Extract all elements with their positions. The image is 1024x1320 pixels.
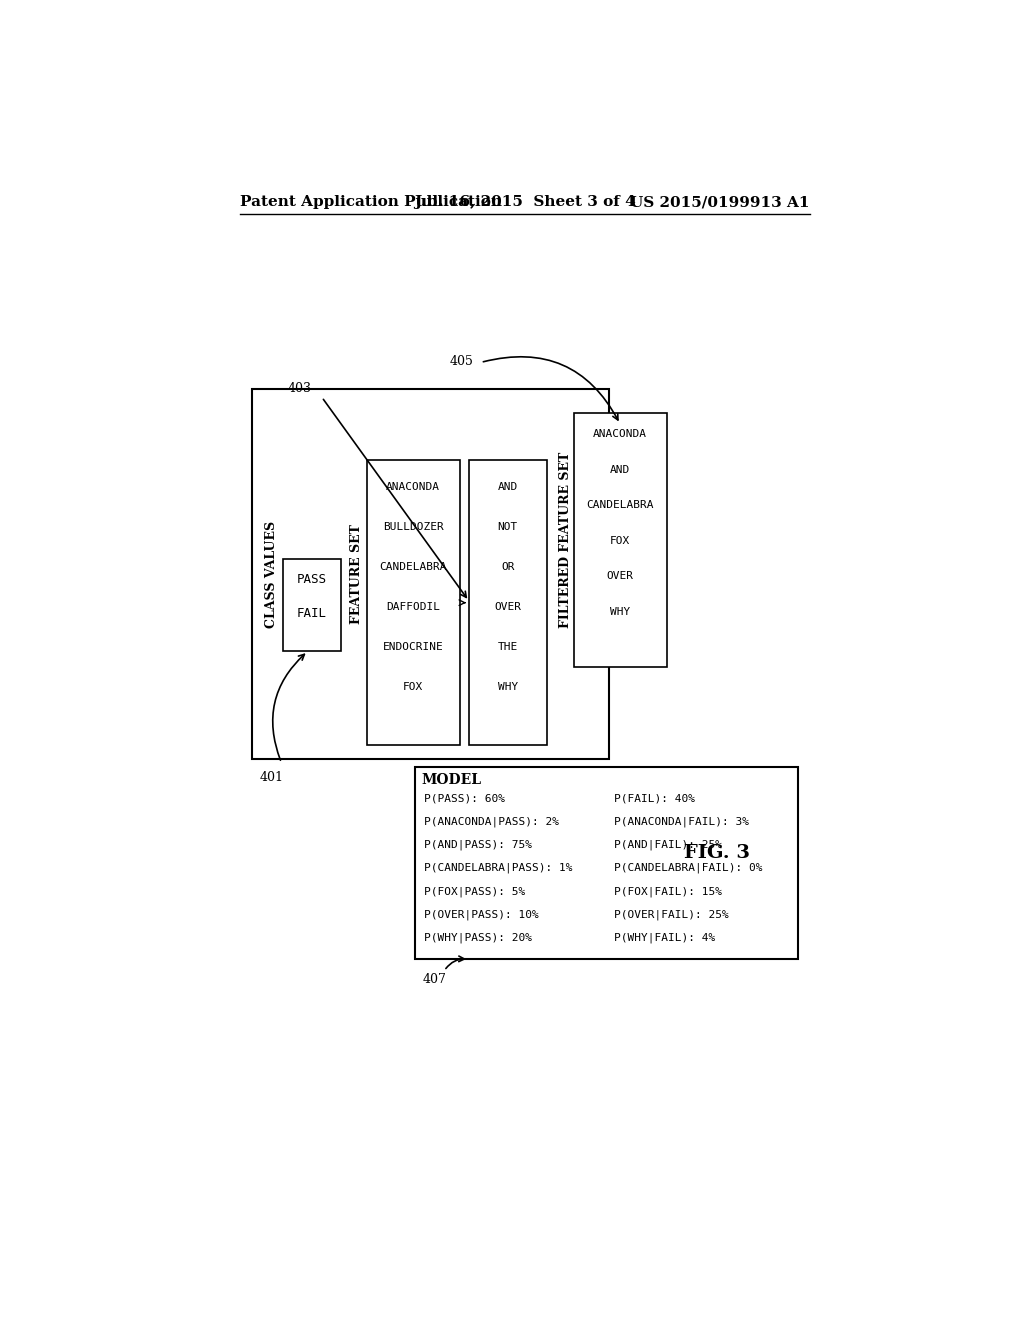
Text: P(CANDELABRA|FAIL): 0%: P(CANDELABRA|FAIL): 0% xyxy=(614,863,763,874)
Text: THE: THE xyxy=(498,642,518,652)
Text: 407: 407 xyxy=(422,973,446,986)
Bar xyxy=(283,558,341,651)
Text: Jul. 16, 2015  Sheet 3 of 4: Jul. 16, 2015 Sheet 3 of 4 xyxy=(414,195,636,210)
Text: P(FAIL): 40%: P(FAIL): 40% xyxy=(614,793,695,804)
Text: CANDELABRA: CANDELABRA xyxy=(587,500,654,511)
Text: Patent Application Publication: Patent Application Publication xyxy=(241,195,503,210)
Text: P(OVER|FAIL): 25%: P(OVER|FAIL): 25% xyxy=(614,909,729,920)
Text: US 2015/0199913 A1: US 2015/0199913 A1 xyxy=(631,195,810,210)
Text: P(ANACONDA|FAIL): 3%: P(ANACONDA|FAIL): 3% xyxy=(614,817,750,828)
Text: P(AND|FAIL): 25%: P(AND|FAIL): 25% xyxy=(614,840,722,850)
Text: WHY: WHY xyxy=(610,607,630,616)
Text: ENDOCRINE: ENDOCRINE xyxy=(383,642,443,652)
Text: P(CANDELABRA|PASS): 1%: P(CANDELABRA|PASS): 1% xyxy=(424,863,572,874)
Bar xyxy=(367,461,460,744)
Text: CANDELABRA: CANDELABRA xyxy=(380,562,446,572)
Text: P(WHY|PASS): 20%: P(WHY|PASS): 20% xyxy=(424,932,532,942)
Text: ANACONDA: ANACONDA xyxy=(386,482,440,492)
Text: PASS: PASS xyxy=(297,573,327,586)
Text: DAFFODIL: DAFFODIL xyxy=(386,602,440,612)
Text: 401: 401 xyxy=(259,771,284,784)
Text: P(PASS): 60%: P(PASS): 60% xyxy=(424,793,505,804)
Text: FOX: FOX xyxy=(610,536,630,545)
Text: BULLDOZER: BULLDOZER xyxy=(383,521,443,532)
Text: WHY: WHY xyxy=(498,682,518,692)
Bar xyxy=(469,461,547,744)
Text: FILTERED FEATURE SET: FILTERED FEATURE SET xyxy=(559,451,572,628)
Text: P(FOX|FAIL): 15%: P(FOX|FAIL): 15% xyxy=(614,886,722,896)
Text: FOX: FOX xyxy=(403,682,423,692)
Text: P(AND|PASS): 75%: P(AND|PASS): 75% xyxy=(424,840,532,850)
Text: OR: OR xyxy=(501,562,514,572)
Text: FEATURE SET: FEATURE SET xyxy=(350,524,364,624)
Text: P(ANACONDA|PASS): 2%: P(ANACONDA|PASS): 2% xyxy=(424,817,559,828)
Text: 403: 403 xyxy=(288,381,312,395)
Text: OVER: OVER xyxy=(495,602,521,612)
Bar xyxy=(415,767,799,960)
Text: P(FOX|PASS): 5%: P(FOX|PASS): 5% xyxy=(424,886,525,896)
Text: CLASS VALUES: CLASS VALUES xyxy=(265,520,278,628)
Text: P(OVER|PASS): 10%: P(OVER|PASS): 10% xyxy=(424,909,539,920)
Text: FAIL: FAIL xyxy=(297,607,327,620)
Text: FIG. 3: FIG. 3 xyxy=(684,843,750,862)
Text: 405: 405 xyxy=(450,355,473,368)
Text: MODEL: MODEL xyxy=(421,774,481,787)
Text: NOT: NOT xyxy=(498,521,518,532)
Bar xyxy=(573,413,667,667)
Text: ANACONDA: ANACONDA xyxy=(593,429,647,440)
Text: P(WHY|FAIL): 4%: P(WHY|FAIL): 4% xyxy=(614,932,716,942)
Text: AND: AND xyxy=(498,482,518,492)
Text: AND: AND xyxy=(610,465,630,475)
Bar xyxy=(252,389,608,759)
Text: OVER: OVER xyxy=(606,572,634,581)
